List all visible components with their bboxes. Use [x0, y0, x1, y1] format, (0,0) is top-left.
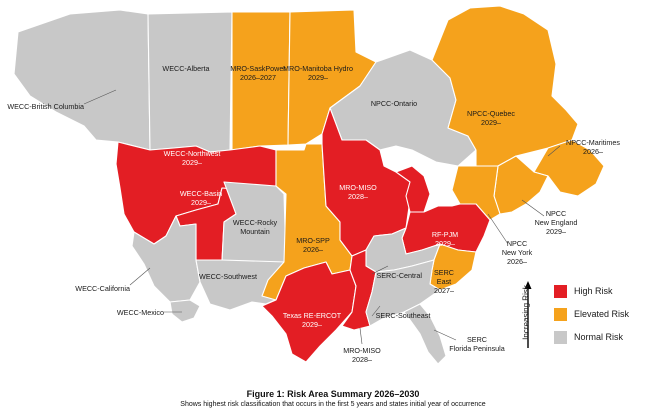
legend-swatch-elevated [554, 307, 567, 321]
leader-british-columbia [83, 89, 117, 105]
label-serc-southeast: SERC-Southeast [376, 311, 431, 320]
leader-california [129, 267, 151, 286]
region-npcc-new-york [451, 165, 501, 221]
leader-maritimes [547, 145, 561, 157]
leader-florida [433, 329, 457, 341]
label-wecc-northwest-year: 2029– [182, 158, 202, 167]
legend-item-high: High Risk [554, 284, 613, 298]
legend-label-normal: Normal Risk [574, 332, 624, 342]
legend-label-high: High Risk [574, 286, 613, 296]
label-serc-florida-2: Florida Peninsula [449, 344, 505, 353]
label-mro-miso-north-year: 2028– [348, 192, 368, 201]
label-wecc-california: WECC-California [75, 284, 130, 293]
label-wecc-southwest: WECC-Southwest [199, 272, 257, 281]
label-rf-pjm: RF-PJM [432, 230, 458, 239]
region-serc-florida-peninsula [403, 303, 447, 365]
label-wecc-british-columbia: WECC-British Columbia [7, 102, 84, 111]
legend: Increasing Risk High Risk Elevated Risk … [518, 280, 658, 350]
region-mro-saskpower [231, 11, 291, 151]
label-mro-saskpower-year: 2026–2027 [240, 73, 276, 82]
legend-item-normal: Normal Risk [554, 330, 623, 344]
label-mro-saskpower: MRO-SaskPower [230, 64, 286, 73]
label-wecc-rocky-2: Mountain [240, 227, 270, 236]
label-wecc-mexico: WECC-Mexico [117, 308, 164, 317]
label-mro-miso-south-year: 2028– [352, 355, 372, 364]
label-serc-central: SERC-Central [376, 271, 422, 280]
label-wecc-basin-year: 2029– [191, 198, 211, 207]
label-texas-ercot-year: 2029– [302, 320, 322, 329]
label-mro-spp: MRO-SPP [296, 236, 330, 245]
legend-swatch-normal [554, 330, 567, 344]
label-wecc-alberta: WECC-Alberta [162, 64, 209, 73]
label-mro-miso-south: MRO-MISO [343, 346, 381, 355]
label-npcc-quebec-year: 2029– [481, 118, 501, 127]
leader-miso-south [359, 327, 363, 345]
region-texas-re-ercot [261, 261, 357, 363]
region-wecc-alberta [147, 11, 233, 153]
label-rf-pjm-year: 2029– [435, 239, 455, 248]
increasing-risk-arrow-icon [524, 281, 532, 348]
figure-caption-subtitle: Shows highest risk classification that o… [180, 401, 486, 408]
label-texas-ercot: Texas RE-ERCOT [283, 311, 342, 320]
label-npcc-maritimes: NPCC-Maritimes [566, 138, 620, 147]
label-serc-east-1: SERC [434, 268, 454, 277]
label-npcc-new-york-year: 2026– [507, 257, 527, 266]
legend-item-elevated: Elevated Risk [554, 307, 629, 321]
label-mro-manitoba-year: 2029– [308, 73, 328, 82]
label-wecc-northwest: WECC-Northwest [164, 149, 221, 158]
label-npcc-new-england-1: NPCC [546, 209, 566, 218]
label-npcc-ontario: NPCC-Ontario [371, 99, 417, 108]
label-npcc-maritimes-year: 2026– [583, 147, 603, 156]
region-wecc-british-columbia [13, 9, 151, 151]
leader-new-york [487, 213, 509, 245]
label-npcc-quebec: NPCC-Quebec [467, 109, 515, 118]
legend-axis-label: Increasing Risk [521, 285, 531, 340]
label-wecc-basin: WECC-Basin [180, 189, 222, 198]
label-serc-florida-1: SERC [467, 335, 487, 344]
label-npcc-new-york-2: New York [502, 248, 533, 257]
label-mro-spp-year: 2026– [303, 245, 323, 254]
legend-axis [518, 280, 532, 350]
region-wecc-southwest [195, 259, 287, 311]
figure-caption-title: Figure 1: Risk Area Summary 2026–2030 [246, 389, 420, 399]
label-serc-east-year: 2027– [434, 286, 454, 295]
label-mro-miso-north: MRO-MISO [339, 183, 377, 192]
label-mro-manitoba: MRO-Manitoba Hydro [283, 64, 353, 73]
legend-label-elevated: Elevated Risk [574, 309, 630, 319]
leader-serc-central [371, 265, 389, 275]
label-npcc-new-england-2: New England [535, 218, 578, 227]
label-npcc-new-york-1: NPCC [507, 239, 527, 248]
label-serc-east-2: East [437, 277, 451, 286]
leader-serc-southeast [371, 305, 381, 317]
leader-new-england [521, 199, 545, 217]
region-wecc-mexico [169, 299, 201, 323]
region-serc-southeast [365, 259, 441, 327]
label-wecc-rocky-1: WECC-Rocky [233, 218, 278, 227]
legend-swatch-high [554, 284, 567, 298]
label-npcc-new-england-year: 2029– [546, 227, 566, 236]
